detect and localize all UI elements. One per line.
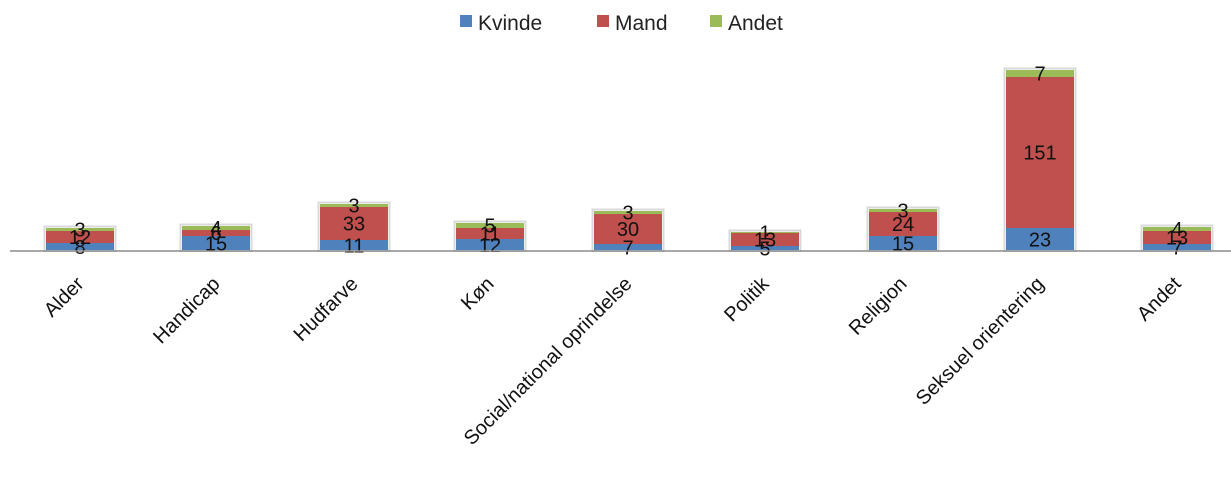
bar-social-national-oprindelse-mand: [594, 214, 662, 244]
data-label-handicap-kvinde: 15: [205, 234, 227, 256]
data-label-andet-andet: 4: [1171, 219, 1182, 241]
bar-kon-mand: [456, 228, 524, 239]
x-tick-label-kon: Køn: [457, 273, 498, 314]
bar-alder-mand: [46, 231, 114, 243]
bar-social-national-oprindelse-kvinde: [594, 244, 662, 251]
data-label-alder-kvinde: 8: [74, 237, 85, 259]
data-label-seksuel-orientering-andet: 7: [1034, 64, 1045, 86]
bar-religion-kvinde: [869, 236, 937, 251]
legend-swatch-kvinde: [460, 15, 472, 27]
bar-handicap-mand: [182, 230, 250, 236]
bar-andet-kvinde: [1143, 244, 1211, 251]
bar-seksuel-orientering-andet: [1006, 70, 1074, 77]
bar-politik-kvinde: [731, 246, 799, 251]
data-label-kon-andet: 5: [484, 216, 495, 238]
data-label-social-national-oprindelse-mand: 30: [617, 219, 639, 241]
x-tick-label-hudfarve: Hudfarve: [290, 273, 363, 346]
data-label-andet-mand: 13: [1166, 228, 1188, 250]
data-label-handicap-andet: 4: [210, 218, 221, 240]
data-label-kon-mand: 11: [480, 224, 501, 246]
bar-religion-andet: [869, 209, 937, 212]
x-tick-label-politik: Politik: [720, 272, 774, 326]
x-tick-label-handicap: Handicap: [149, 273, 224, 348]
data-label-seksuel-orientering-mand: 151: [1023, 143, 1056, 165]
bar-seksuel-orientering-kvinde: [1006, 228, 1074, 251]
x-tick-labels: Alder Handicap Hudfarve KønSocial/national …: [40, 272, 1186, 449]
data-label-politik-mand: 13: [754, 230, 776, 252]
x-tick-label-alder: Alder: [40, 273, 89, 322]
data-label-hudfarve-andet: 3: [348, 196, 359, 218]
data-label-seksuel-orientering-kvinde: 23: [1029, 230, 1051, 252]
data-label-handicap-mand: 6: [210, 223, 221, 245]
bar-alder-kvinde: [46, 243, 114, 251]
data-label-alder-mand: 12: [69, 227, 91, 249]
bar-politik-andet: [731, 232, 799, 233]
bar-handicap-kvinde: [182, 236, 250, 251]
legend-label-mand: Mand: [615, 12, 668, 35]
data-label-alder-andet: 3: [74, 220, 85, 242]
legend: Kvinde Mand Andet: [460, 12, 783, 35]
bar-andet-andet: [1143, 227, 1211, 231]
data-label-social-national-oprindelse-kvinde: 7: [622, 238, 633, 260]
data-label-hudfarve-kvinde: 11: [344, 236, 365, 258]
data-label-religion-kvinde: 15: [892, 234, 914, 256]
legend-label-andet: Andet: [728, 12, 783, 35]
data-label-social-national-oprindelse-andet: 3: [622, 203, 633, 225]
data-label-politik-andet: 1: [759, 223, 770, 245]
legend-swatch-andet: [710, 15, 722, 27]
bar-alder-andet: [46, 228, 114, 231]
bar-kon-andet: [456, 223, 524, 228]
bar-social-national-oprindelse-andet: [594, 211, 662, 214]
x-tick-label-seksuel-orientering: Seksuel orientering: [912, 273, 1049, 410]
x-tick-label-andet: Andet: [1133, 273, 1186, 326]
data-label-religion-andet: 3: [897, 201, 908, 223]
bar-religion-mand: [869, 212, 937, 236]
bar-hudfarve-mand: [320, 207, 388, 240]
data-label-andet-kvinde: 7: [1171, 238, 1182, 260]
legend-label-kvinde: Kvinde: [478, 12, 542, 35]
legend-swatch-mand: [597, 15, 609, 27]
data-label-politik-kvinde: 5: [759, 239, 770, 261]
bar-kon-kvinde: [456, 239, 524, 251]
bar-handicap-andet: [182, 226, 250, 230]
data-label-hudfarve-mand: 33: [343, 214, 365, 236]
data-label-religion-mand: 24: [892, 214, 914, 236]
x-tick-label-religion: Religion: [845, 273, 912, 340]
bar-politik-mand: [731, 233, 799, 246]
bar-hudfarve-andet: [320, 204, 388, 207]
bar-andet-mand: [1143, 231, 1211, 244]
bar-hudfarve-kvinde: [320, 240, 388, 251]
bar-seksuel-orientering-mand: [1006, 77, 1074, 228]
